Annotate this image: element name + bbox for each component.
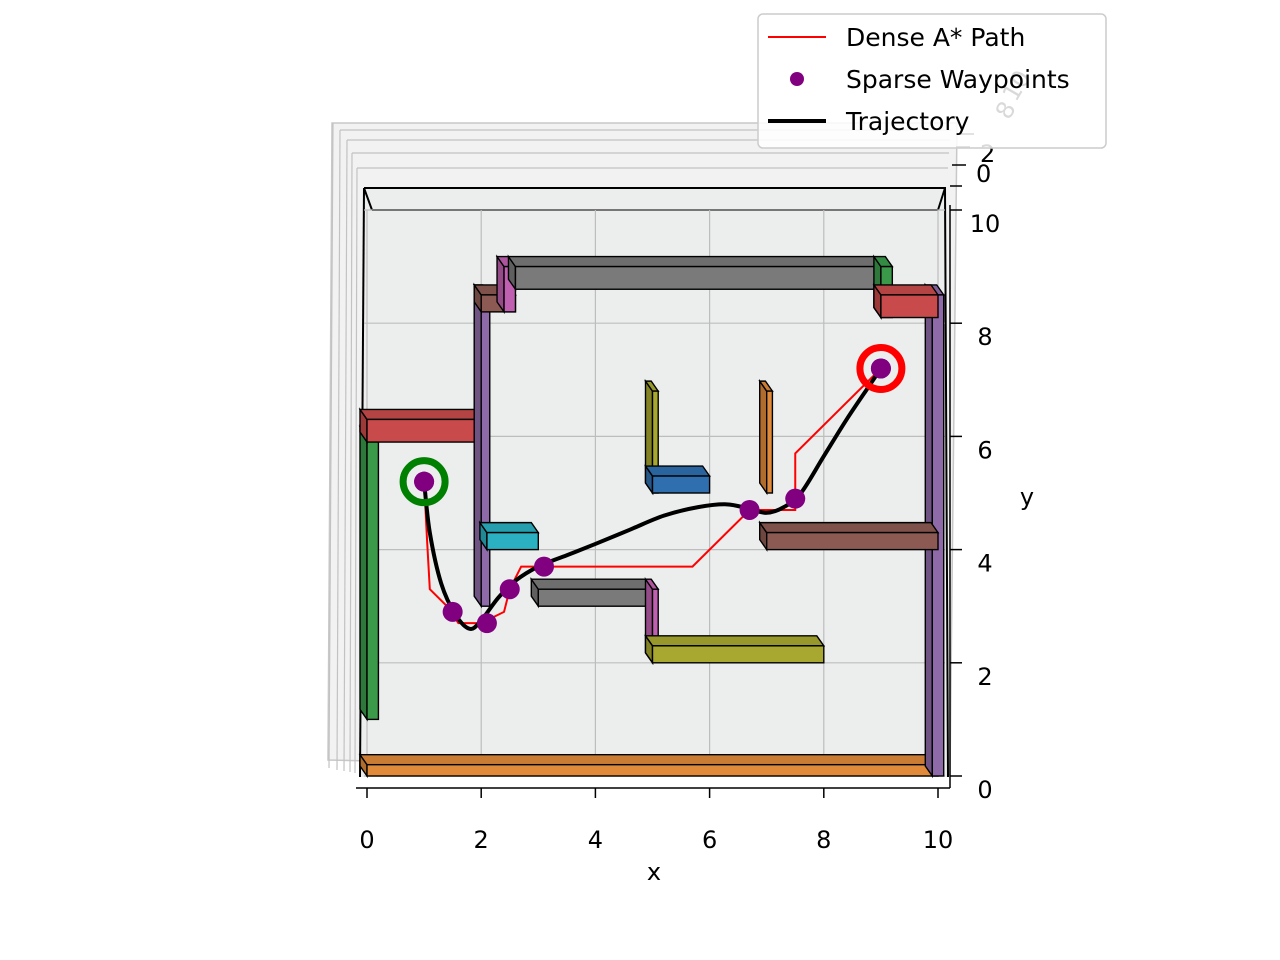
obstacle-top-edge <box>358 753 940 766</box>
legend-label-trajectory: Trajectory <box>845 107 970 136</box>
obstacle-side <box>473 282 482 609</box>
legend-marker-waypoints <box>790 72 804 86</box>
obstacle-top-edge <box>358 408 483 421</box>
obstacle-side <box>759 378 768 496</box>
waypoint-marker <box>442 601 463 622</box>
obstacle-block <box>358 752 940 779</box>
obstacle-block <box>529 576 654 609</box>
obstacle-block <box>507 254 883 292</box>
x-tick-label: 8 <box>816 826 831 854</box>
x-tick-label: 10 <box>923 826 954 854</box>
y-tick-label: 0 <box>977 776 992 804</box>
x-tick-label: 6 <box>702 826 717 854</box>
start-ring <box>399 457 449 507</box>
obstacle-top-edge <box>644 635 826 647</box>
y-tick-label: 10 <box>970 210 1001 238</box>
obstacle-top-edge <box>507 255 883 268</box>
obstacle-face <box>651 475 711 494</box>
obstacle-face <box>766 390 774 494</box>
obstacles <box>358 254 946 779</box>
y-tick-label: 2 <box>977 663 992 691</box>
obstacle-block <box>478 520 540 552</box>
obstacle-face <box>514 265 882 290</box>
legend-label-waypoints: Sparse Waypoints <box>846 65 1070 94</box>
waypoint-marker <box>534 556 555 577</box>
obstacle-face <box>366 763 939 777</box>
obstacle-side <box>359 424 368 722</box>
waypoint-marker <box>499 579 520 600</box>
obstacle-face <box>366 418 482 443</box>
goal-ring <box>856 343 906 393</box>
obstacle-block <box>758 378 774 496</box>
goal-waypoint <box>870 358 891 379</box>
obstacle-top-edge <box>758 521 940 534</box>
obstacle-block <box>644 378 660 496</box>
obstacle-top-edge <box>478 521 540 534</box>
obstacle-face <box>486 531 540 551</box>
obstacle-face <box>366 435 380 721</box>
obstacle-face <box>537 588 654 607</box>
paths <box>399 343 906 634</box>
obstacle-block <box>358 407 483 445</box>
legend-box <box>757 13 1107 149</box>
obstacle-block <box>644 463 711 496</box>
waypoint-marker <box>739 499 760 520</box>
obstacle-block <box>872 282 940 320</box>
obstacle-face <box>480 294 491 607</box>
obstacle-face <box>766 531 939 551</box>
obstacle-top-edge <box>872 284 940 296</box>
box-edge-inner-left <box>363 187 373 211</box>
box-edge-inner-right <box>937 187 946 211</box>
obstacle-block <box>758 520 940 552</box>
waypoint-marker <box>785 488 806 509</box>
y-axis-label: y <box>1020 483 1034 511</box>
legend-label-dense-astar: Dense A* Path <box>846 23 1025 52</box>
obstacle-face <box>651 645 825 664</box>
obstacle-top-edge <box>644 465 711 477</box>
x-tick-label: 0 <box>359 826 374 854</box>
y-tick-label: 4 <box>977 550 992 578</box>
y-tick-label: 6 <box>977 436 992 464</box>
trajectory-line <box>422 366 883 631</box>
x-tick-label: 2 <box>474 826 489 854</box>
legend: Dense A* Path Sparse Waypoints Trajector… <box>757 13 1107 149</box>
y-tick-label: 8 <box>977 323 992 351</box>
x-tick-label: 4 <box>588 826 603 854</box>
obstacle-block <box>472 282 492 609</box>
pane-frame <box>327 122 958 778</box>
z-tick-label: 0 <box>976 160 991 188</box>
start-waypoint <box>414 471 435 492</box>
obstacle-top-edge <box>529 578 654 590</box>
obstacle-face <box>880 294 939 319</box>
obstacle-block <box>644 633 826 666</box>
obstacle-block <box>358 424 380 722</box>
waypoint-marker <box>476 613 497 634</box>
x-axis-label: x <box>647 858 661 886</box>
